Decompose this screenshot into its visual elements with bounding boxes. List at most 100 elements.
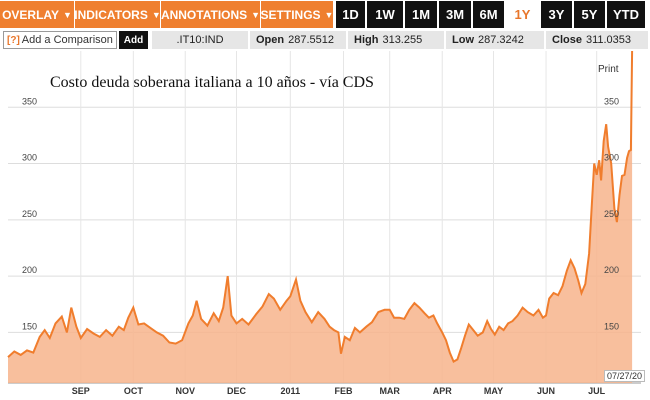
data-point (498, 325, 501, 328)
y-tick-label-right: 150 (604, 321, 619, 331)
range-3m-button[interactable]: 3M (439, 1, 471, 28)
data-point (486, 320, 489, 323)
data-point (304, 311, 307, 314)
data-point (143, 322, 146, 325)
data-point (476, 334, 479, 337)
settings-menu-button[interactable]: SETTINGS ▼ (261, 1, 334, 28)
y-tick-label-right: 350 (604, 96, 619, 106)
overlay-menu-button[interactable]: OVERLAY ▼ (0, 1, 75, 28)
x-tick-label: OCT (124, 386, 144, 396)
y-tick-label-right: 300 (604, 153, 619, 163)
x-tick-label: MAR (379, 386, 400, 396)
range-3y-label: 3Y (548, 7, 565, 22)
close-value: 311.0353 (585, 34, 632, 46)
data-point (383, 308, 386, 311)
data-point (343, 335, 346, 338)
data-point (552, 292, 555, 295)
data-point (155, 331, 158, 334)
data-point (79, 337, 82, 340)
help-icon[interactable]: [?] (7, 34, 20, 46)
data-point (127, 316, 130, 319)
data-point (580, 292, 583, 295)
data-point (162, 334, 165, 337)
data-point (86, 328, 89, 331)
range-6m-button[interactable]: 6M (473, 1, 504, 28)
y-tick-label-right: 250 (604, 209, 619, 219)
data-point (187, 322, 190, 325)
range-1d-button[interactable]: 1D (336, 1, 365, 28)
add-button-label: Add (123, 34, 144, 46)
range-1m-label: 1M (411, 7, 431, 22)
data-point (137, 323, 140, 326)
range-1d-label: 1D (342, 7, 359, 22)
data-point (60, 315, 63, 318)
add-comparison-field[interactable]: [?] Add a Comparison (3, 31, 117, 49)
data-point (19, 353, 22, 356)
data-point (481, 331, 484, 334)
add-comparison-label: Add a Comparison (21, 34, 113, 46)
data-point (377, 311, 380, 314)
data-point (92, 332, 95, 335)
x-tick-label: DEC (227, 386, 247, 396)
data-point (365, 325, 368, 328)
range-3y-button[interactable]: 3Y (541, 1, 572, 28)
range-ytd-button[interactable]: YTD (607, 1, 645, 28)
y-tick-label-left: 150 (22, 321, 37, 331)
data-point (511, 320, 514, 323)
close-label: Close (552, 34, 582, 46)
data-point (48, 337, 51, 340)
data-point (206, 324, 209, 327)
range-3m-label: 3M (445, 7, 465, 22)
data-point (371, 321, 374, 324)
y-tick-label-left: 200 (22, 265, 37, 275)
range-5y-label: 5Y (581, 7, 598, 22)
ticker-cell: .IT10:IND (152, 31, 248, 49)
chevron-down-icon: ▼ (62, 9, 72, 20)
range-1y-label: 1Y (514, 7, 531, 22)
data-point (295, 278, 298, 281)
range-ytd-label: YTD (613, 7, 639, 22)
range-5y-button[interactable]: 5Y (574, 1, 605, 28)
range-1y-button[interactable]: 1Y (506, 1, 539, 28)
data-point (615, 221, 618, 224)
data-point (423, 312, 426, 315)
data-point (629, 149, 632, 152)
indicators-menu-button[interactable]: INDICATORS ▼ (74, 1, 161, 28)
data-point (521, 306, 524, 309)
range-1m-button[interactable]: 1M (405, 1, 437, 28)
data-point (54, 322, 57, 325)
price-chart[interactable]: 150 150 200 200 250 250 300 300 350 350 SEP OCT NOV… (0, 50, 650, 400)
print-link[interactable]: Print (598, 64, 619, 75)
range-1w-label: 1W (375, 7, 395, 22)
add-comparison-button[interactable]: Add (119, 31, 148, 49)
data-point (584, 283, 587, 286)
open-value: 287.5512 (288, 34, 335, 46)
x-tick-label: 2011 (281, 386, 301, 396)
data-point (618, 194, 621, 197)
data-point (600, 179, 603, 182)
data-point (132, 306, 135, 309)
annotations-menu-button[interactable]: ANNOTATIONS ▼ (161, 1, 261, 28)
data-point (272, 297, 275, 300)
data-point (358, 331, 361, 334)
data-point (285, 299, 288, 302)
data-point (217, 320, 220, 323)
overlay-menu-label: OVERLAY (2, 7, 59, 22)
data-point (452, 360, 455, 363)
data-point (310, 321, 313, 324)
chart-svg: 150 150 200 200 250 250 300 300 350 350 SEP OCT NOV… (7, 50, 641, 396)
data-point (398, 316, 401, 319)
data-point (32, 351, 35, 354)
y-tick-label-left: 350 (22, 96, 37, 106)
data-point (13, 350, 16, 353)
range-1w-button[interactable]: 1W (367, 1, 403, 28)
ticker-symbol: .IT10:IND (176, 34, 224, 46)
data-point (456, 358, 459, 361)
data-point (340, 352, 343, 355)
data-point (212, 312, 215, 315)
data-point (561, 285, 564, 288)
data-point (195, 299, 198, 302)
settings-menu-label: SETTINGS (260, 7, 321, 22)
data-point (623, 173, 626, 176)
data-point (569, 259, 572, 262)
